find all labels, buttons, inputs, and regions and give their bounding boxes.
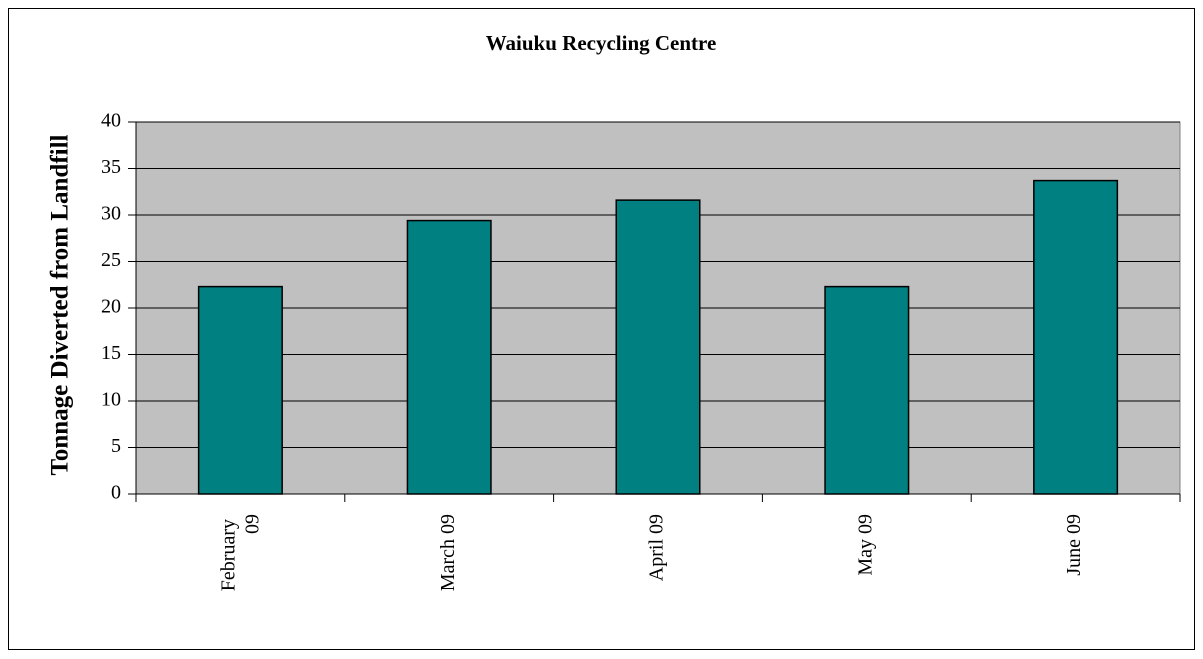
x-tick-label: March 09 bbox=[437, 514, 459, 591]
x-tick-label: April 09 bbox=[646, 514, 668, 581]
y-axis-title: Tonnage Diverted from Landfill bbox=[47, 134, 74, 475]
y-tick-label: 15 bbox=[101, 342, 121, 364]
y-tick-label: 30 bbox=[101, 203, 121, 225]
x-tick-label: June 09 bbox=[1063, 514, 1085, 576]
bar bbox=[615, 199, 701, 495]
bar bbox=[824, 285, 910, 495]
bar bbox=[406, 219, 492, 495]
y-tick-label: 40 bbox=[101, 110, 121, 132]
y-tick-label: 20 bbox=[101, 296, 121, 318]
y-tick-label: 25 bbox=[101, 249, 121, 271]
x-tick-label: May 09 bbox=[854, 514, 876, 576]
y-tick-label: 0 bbox=[111, 482, 121, 504]
bar bbox=[1033, 179, 1119, 495]
y-tick-label: 35 bbox=[101, 156, 121, 178]
bar bbox=[197, 285, 283, 495]
x-tick-label: February 09 bbox=[217, 514, 263, 591]
y-tick-label: 5 bbox=[111, 435, 121, 457]
chart-title: Waiuku Recycling Centre bbox=[486, 31, 717, 55]
y-tick-label: 10 bbox=[101, 389, 121, 411]
